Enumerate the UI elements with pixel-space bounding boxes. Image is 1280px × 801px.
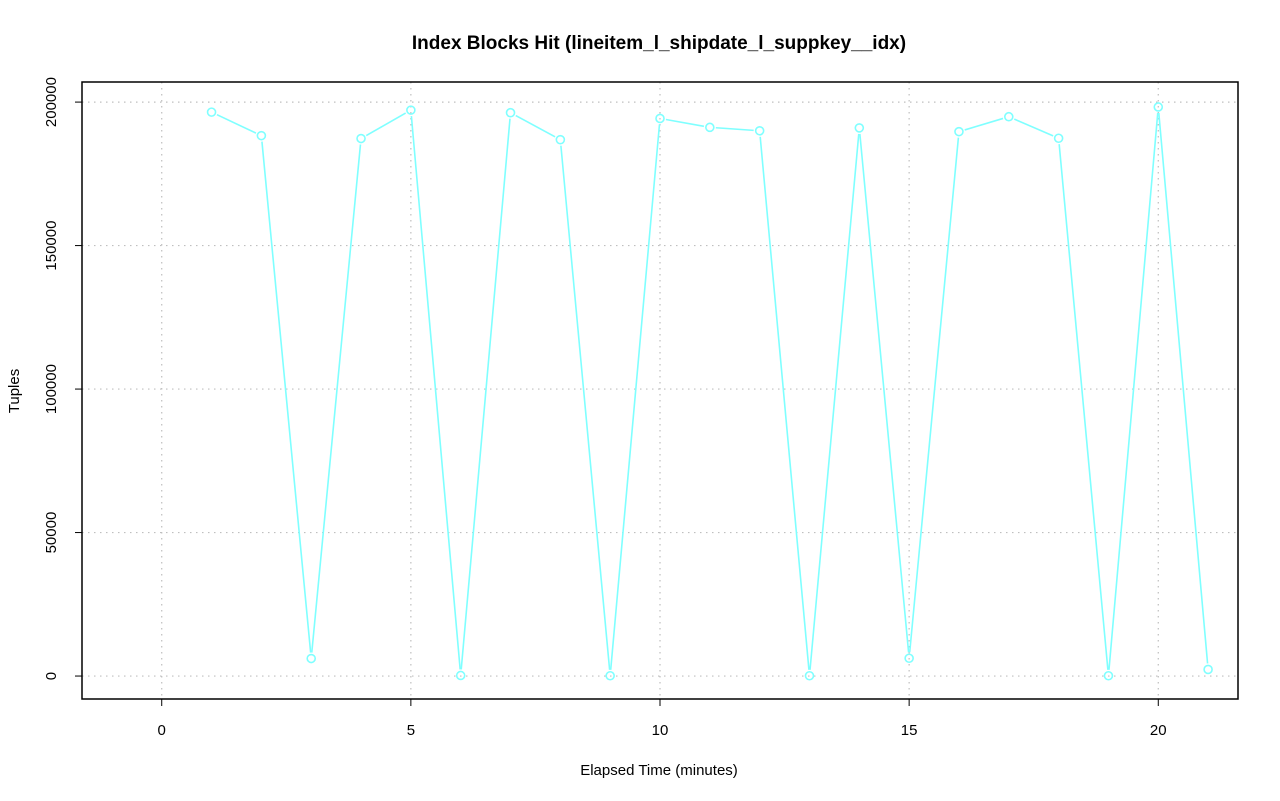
series-line-segment <box>859 133 910 653</box>
series-line-segment <box>1058 144 1109 670</box>
data-point <box>1153 102 1164 112</box>
series-line-segment <box>216 113 257 134</box>
data-point <box>1003 111 1014 122</box>
series-line-segment <box>715 126 754 132</box>
x-axis: 0 5 10 15 20 <box>158 699 1167 739</box>
x-tick-label: 0 <box>158 722 166 739</box>
series-line-segment <box>460 118 511 670</box>
data-point <box>605 670 615 681</box>
series-line-segment <box>261 141 312 653</box>
series-line-segment <box>310 144 362 653</box>
series-line-segment <box>515 114 556 138</box>
y-tick-label: 200000 <box>43 77 60 127</box>
data-point <box>854 123 865 133</box>
data-point <box>406 105 416 115</box>
data-point <box>804 670 815 681</box>
chart-title: Index Blocks Hit (lineitem_l_shipdate_l_… <box>412 33 906 54</box>
series-line-segment <box>908 137 960 653</box>
x-tick-label: 20 <box>1150 722 1167 739</box>
plot-frame <box>81 81 1239 700</box>
data-point <box>455 670 466 681</box>
series-line-segment <box>809 133 860 670</box>
data-point <box>655 113 665 124</box>
x-axis-label: Elapsed Time (minutes) <box>580 762 738 779</box>
series-line-segment <box>365 112 407 137</box>
data-point <box>1053 133 1064 144</box>
series-line-segment <box>410 116 461 670</box>
data-point <box>256 130 267 141</box>
data-point <box>356 133 366 144</box>
data-point <box>555 134 566 145</box>
x-tick-label: 5 <box>407 722 415 739</box>
series-line-segment <box>1013 118 1054 137</box>
y-tick-label: 100000 <box>43 364 60 414</box>
data-point <box>1203 664 1213 675</box>
series-line-segment <box>1108 112 1159 670</box>
x-tick-label: 10 <box>652 722 669 739</box>
series-line-segment <box>665 118 705 128</box>
y-tick-label: 0 <box>43 672 60 680</box>
data-point <box>904 653 914 664</box>
grid <box>82 82 1238 699</box>
data-point <box>705 122 715 133</box>
data-point <box>206 107 217 117</box>
data-point <box>1103 670 1114 681</box>
series-line-segment <box>964 117 1004 131</box>
data-point <box>954 126 964 137</box>
x-tick-label: 15 <box>901 722 918 739</box>
data-point <box>306 653 317 664</box>
y-tick-label: 150000 <box>43 221 60 271</box>
series-line-segment <box>609 124 661 670</box>
data-point <box>754 125 765 136</box>
series-line-segment <box>560 145 611 670</box>
y-tick-label: 50000 <box>43 512 60 554</box>
series-line-segment <box>1158 112 1209 664</box>
y-axis-label: Tuples <box>6 369 23 413</box>
data-point <box>505 107 516 118</box>
series-line-segment <box>759 136 810 670</box>
series-layer <box>206 102 1213 681</box>
y-axis: 0 50000 100000 150000 200000 <box>43 77 82 680</box>
